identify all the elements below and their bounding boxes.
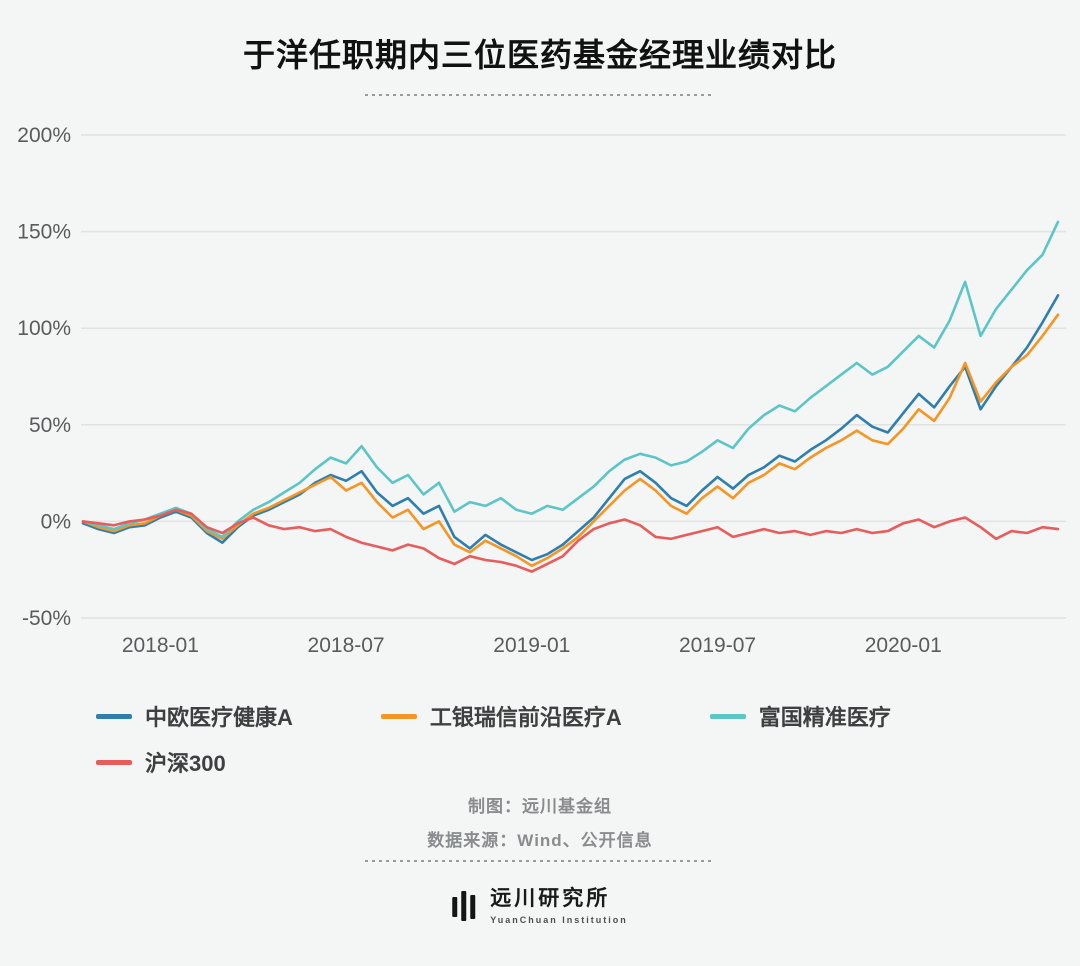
series-line-沪深300 bbox=[81, 508, 1060, 573]
logo-bar bbox=[461, 890, 467, 921]
y-axis-tick-label: 0% bbox=[41, 510, 71, 533]
logo-title: 远川研究所 bbox=[490, 887, 611, 910]
legend-label: 工银瑞信前沿医疗A bbox=[429, 705, 622, 730]
x-axis-tick-label: 2020-01 bbox=[865, 634, 942, 657]
chart-legend: 中欧医疗健康A 工银瑞信前沿医疗A 富国精准医疗 沪深300 bbox=[96, 700, 1016, 792]
legend-label: 中欧医疗健康A bbox=[145, 705, 293, 730]
legend-item: 沪深300 bbox=[96, 746, 226, 778]
y-axis-tick-label: 200% bbox=[17, 124, 71, 147]
y-axis-tick-label: -50% bbox=[22, 607, 71, 630]
credits-source: 数据来源：Wind、公开信息 bbox=[427, 831, 653, 850]
y-axis-tick-label: 50% bbox=[29, 414, 71, 437]
legend-item: 富国精准医疗 bbox=[709, 700, 891, 732]
chart-title: 于洋任职期内三位医药基金经理业绩对比 bbox=[242, 37, 837, 73]
logo-bar bbox=[470, 894, 476, 919]
x-axis-tick-label: 2019-01 bbox=[493, 634, 570, 657]
legend-marker bbox=[380, 713, 417, 719]
bottom-dashed-divider bbox=[365, 860, 715, 862]
legend-label: 富国精准医疗 bbox=[758, 705, 891, 730]
x-axis-tick-label: 2019-07 bbox=[679, 634, 756, 657]
legend-row-1: 中欧医疗健康A 工银瑞信前沿医疗A 富国精准医疗 bbox=[96, 700, 1016, 732]
y-axis-tick-label: 150% bbox=[17, 221, 71, 244]
logo-text-block: 远川研究所 YuanChuan Institution bbox=[490, 882, 628, 925]
legend-item: 中欧医疗健康A bbox=[96, 700, 293, 732]
legend-marker bbox=[96, 713, 132, 719]
legend-marker bbox=[96, 759, 132, 765]
legend-item: 工银瑞信前沿医疗A bbox=[380, 700, 622, 732]
credits-maker: 制图：远川基金组 bbox=[468, 797, 612, 816]
y-axis-tick-label: 100% bbox=[17, 317, 71, 340]
series-line-富国精准医疗 bbox=[81, 220, 1060, 539]
logo-bars-icon bbox=[452, 887, 479, 921]
top-dashed-divider bbox=[365, 94, 715, 96]
legend-label: 沪深300 bbox=[145, 751, 226, 776]
legend-marker bbox=[709, 713, 746, 719]
x-axis-tick-label: 2018-01 bbox=[122, 634, 199, 657]
x-axis-tick-label: 2018-07 bbox=[308, 634, 385, 657]
yuanchuan-logo: 远川研究所 YuanChuan Institution bbox=[452, 882, 628, 925]
performance-line-chart: 200% 150% 100% 50% 0% -50% 2018-01 2018-07 2019-… bbox=[17, 124, 1066, 657]
legend-row-2: 沪深300 bbox=[96, 746, 1016, 778]
logo-subtitle: YuanChuan Institution bbox=[490, 915, 628, 925]
logo-bar bbox=[452, 896, 458, 917]
